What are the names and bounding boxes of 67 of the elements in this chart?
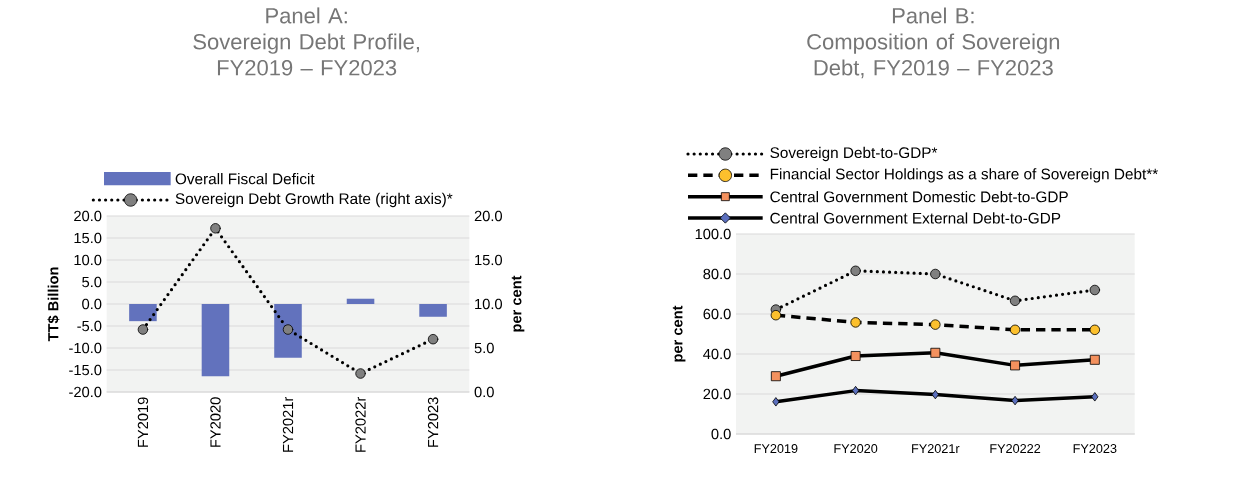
point: [770, 371, 781, 382]
x-tick-label: FY2021r: [282, 396, 294, 452]
point: [1089, 324, 1101, 335]
x-tick-label: FY2020: [210, 397, 221, 447]
x-tick-label: FY2023: [427, 397, 439, 447]
point: [1091, 392, 1099, 402]
x-tick-label: FY2023: [1073, 444, 1117, 454]
y-tick-label: 5.0: [82, 276, 102, 288]
y-tick-label: -10.0: [69, 342, 102, 354]
y-tick-label: 0.0: [711, 428, 731, 440]
x-tick-label: FY2020: [834, 444, 878, 454]
y-tick-label: 60.0: [703, 308, 731, 320]
point: [772, 397, 780, 407]
point: [1010, 360, 1021, 371]
point: [930, 347, 941, 358]
point: [1009, 295, 1021, 306]
y2-tick-label: 15.0: [475, 254, 502, 266]
point: [427, 334, 439, 345]
y-tick-label: 20.0: [703, 388, 731, 400]
chart-title: Panel B:: [892, 7, 974, 24]
point: [850, 351, 861, 361]
y-axis-title: per cent: [672, 305, 686, 362]
y-tick-label: 10.0: [74, 254, 102, 266]
y2-axis-title: per cent: [511, 275, 525, 332]
y-tick-label: 40.0: [703, 348, 731, 360]
chart-subtitle: Composition of Sovereign Debt, FY2019 – FY2023: [807, 33, 1060, 79]
chart-subtitle: Sovereign Debt Profile, FY2019 – FY2023: [193, 33, 419, 76]
point: [852, 385, 860, 396]
legend-label: Central Government Domestic Debt-to-GDP: [770, 191, 1068, 203]
point: [1009, 324, 1021, 335]
legend-label: Financial Sector Holdings as a share of Sovereign Debt**: [770, 168, 1158, 183]
point: [770, 310, 782, 321]
y-tick-label: 100.0: [695, 228, 731, 240]
y2-tick-label: 0.0: [474, 386, 494, 398]
x-tick-label: FY20222: [990, 444, 1041, 454]
y2-tick-label: 5.0: [474, 342, 494, 354]
legend-label: Overall Fiscal Deficit: [175, 173, 315, 185]
y-tick-label: 20.0: [74, 210, 102, 222]
point: [355, 368, 366, 379]
legend-label: Sovereign Debt Growth Rate (right axis)*: [175, 192, 453, 208]
x-tick-label: FY2019: [137, 397, 149, 447]
x-tick-label: FY2021r: [912, 444, 960, 454]
y2-tick-label: 20.0: [474, 210, 502, 222]
y-tick-label: -20.0: [69, 386, 102, 398]
point: [1011, 395, 1019, 406]
point: [931, 389, 939, 400]
point: [850, 317, 861, 328]
y-tick-label: 15.0: [74, 232, 102, 244]
y-tick-label: 80.0: [703, 268, 731, 280]
point: [1089, 284, 1101, 296]
x-tick-label: FY2022r: [355, 396, 366, 452]
point: [282, 324, 294, 335]
point: [850, 265, 861, 276]
point: [1089, 354, 1100, 365]
y-tick-label: -15.0: [69, 364, 102, 376]
y-axis-title: TT$ Billion: [47, 267, 60, 342]
y-tick-label: -5.0: [77, 320, 102, 332]
point: [930, 319, 941, 330]
y2-tick-label: 10.0: [475, 298, 502, 310]
y-tick-label: 0.0: [82, 298, 102, 310]
point: [137, 324, 149, 335]
point: [210, 223, 221, 234]
point: [930, 268, 941, 280]
chart-title: Panel A:: [266, 7, 347, 24]
x-tick-label: FY2019: [754, 444, 798, 454]
legend-label: Sovereign Debt-to-GDP*: [770, 146, 938, 162]
legend-label: Central Government External Debt-to-GDP: [770, 212, 1061, 224]
